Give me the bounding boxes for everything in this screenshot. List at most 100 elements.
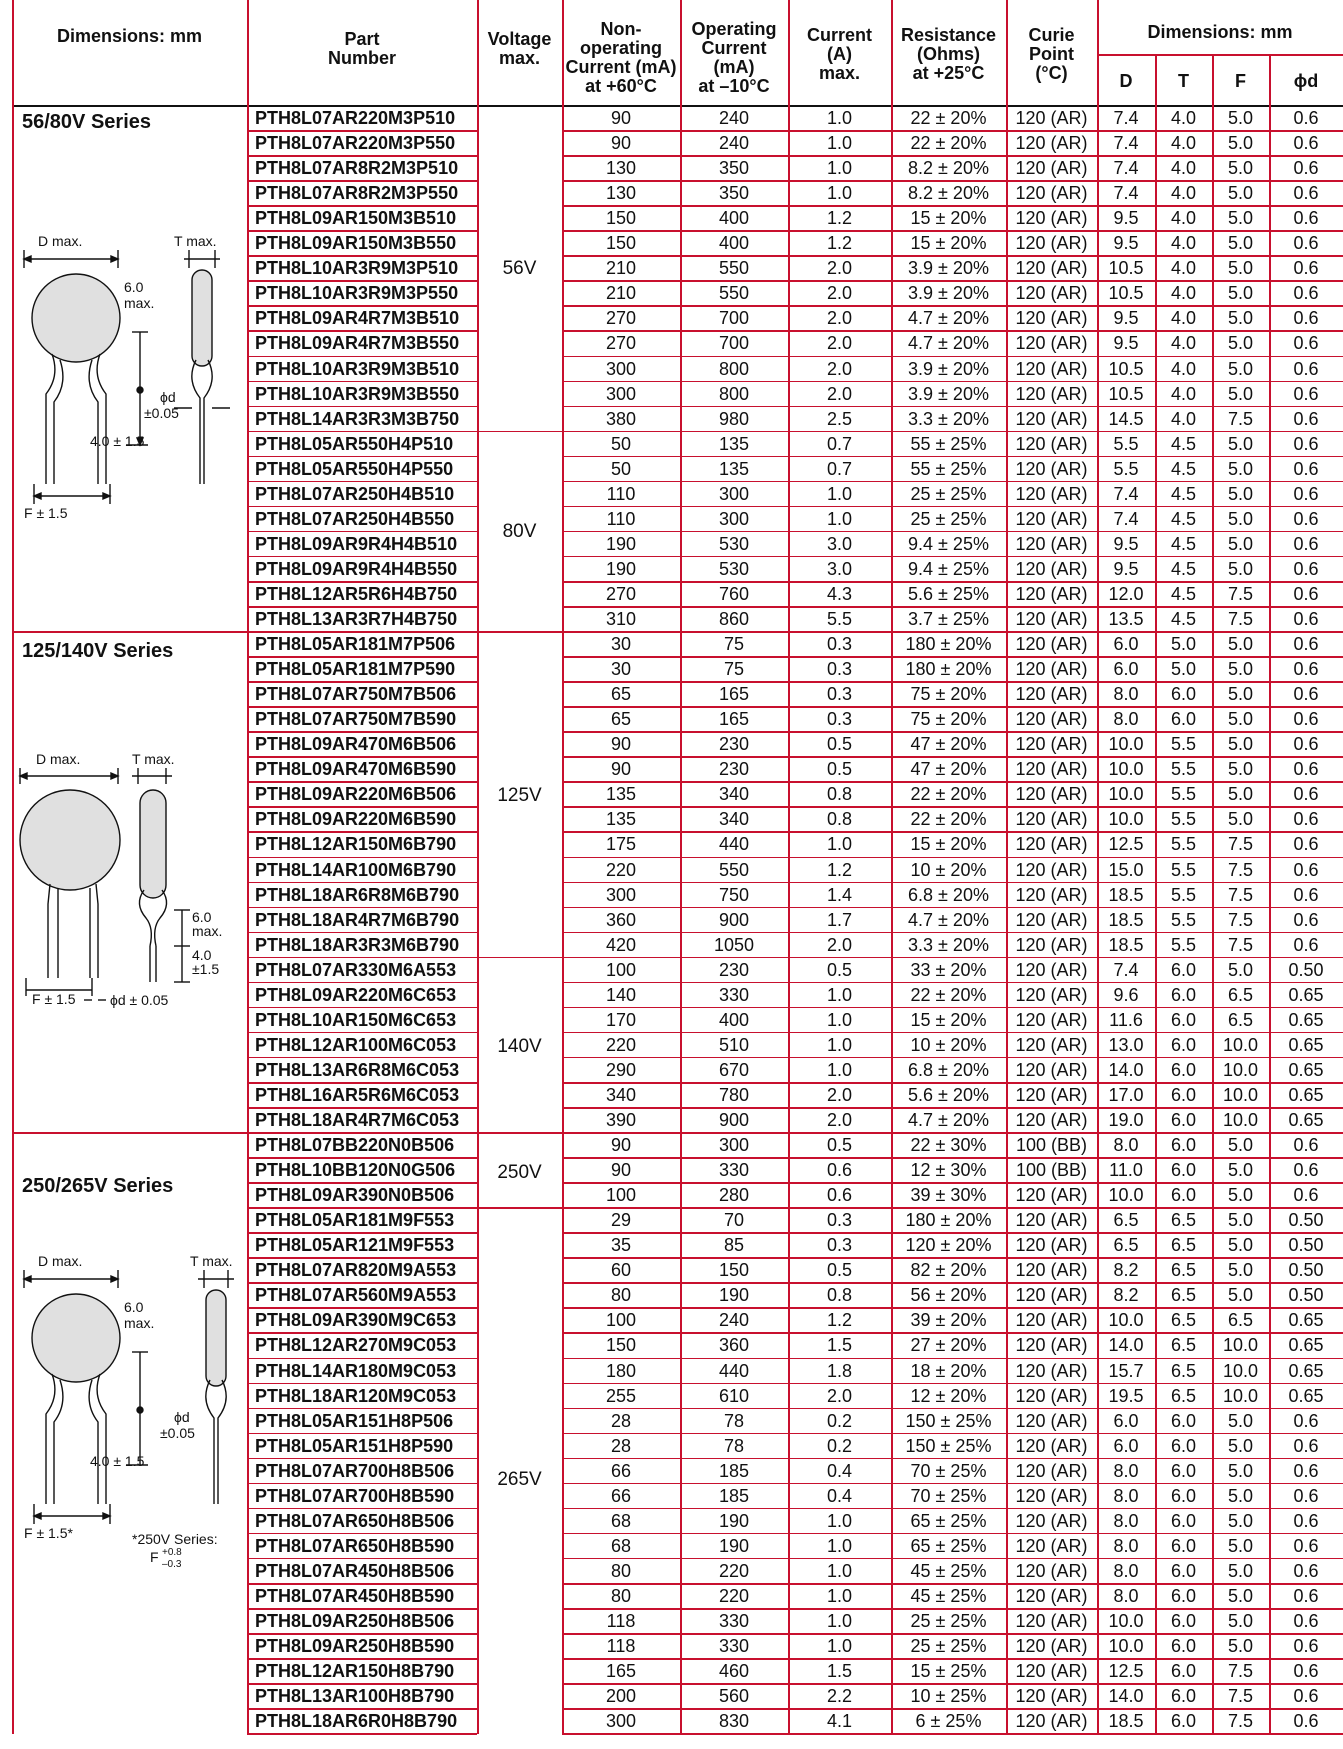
dim-d-cell: 12.0 [1108, 583, 1144, 604]
grid-line [562, 1056, 1343, 1059]
operating-current-cell: 440 [718, 1360, 750, 1381]
dim-t-cell: 4.5 [1170, 558, 1197, 579]
resistance-cell: 15 ± 20% [910, 834, 987, 855]
grid-line [562, 155, 1343, 157]
grid-line [562, 130, 1343, 132]
phid-tol-label: ±0.05 [160, 1425, 195, 1441]
grid-line [247, 430, 477, 433]
dim-f-cell: 10.0 [1222, 1034, 1259, 1055]
dim-f-cell: 5.0 [1227, 183, 1254, 204]
grid-line [562, 530, 1343, 533]
non-operating-current-cell: 68 [610, 1535, 632, 1556]
operating-current-cell: 300 [718, 1135, 750, 1156]
resistance-cell: 180 ± 20% [905, 634, 992, 655]
curie-point-cell: 120 (AR) [1015, 583, 1088, 604]
grid-line [247, 255, 477, 257]
grid-line [12, 105, 1343, 107]
dim-t-cell: 6.0 [1170, 1185, 1197, 1206]
part-number-cell: PTH8L10AR150M6C653 [255, 1009, 457, 1030]
curie-point-cell: 120 (AR) [1015, 1686, 1088, 1707]
part-number-cell: PTH8L09AR220M6B506 [255, 784, 457, 805]
current-cell: 3.0 [826, 558, 853, 579]
grid-line [562, 1107, 1343, 1109]
part-number-cell: PTH8L07AR700H8B590 [255, 1485, 455, 1506]
grid-line [247, 1132, 477, 1134]
dim-f-cell: 5.0 [1227, 558, 1254, 579]
resistance-cell: 47 ± 20% [910, 759, 987, 780]
curie-point-cell: 120 (AR) [1015, 1360, 1088, 1381]
dim-f-cell: 5.0 [1227, 1285, 1254, 1306]
part-number-cell: PTH8L18AR6R0H8B790 [255, 1711, 458, 1732]
part-number-cell: PTH8L09AR390N0B506 [255, 1185, 455, 1206]
phid-label: ϕd [174, 1409, 190, 1425]
curie-point-cell: 120 (AR) [1015, 333, 1088, 354]
dim-d-cell: 18.5 [1108, 884, 1144, 905]
dim-f-cell: 5.0 [1227, 1611, 1254, 1632]
dim-f-cell: 5.0 [1227, 1535, 1254, 1556]
curie-point-cell: 120 (AR) [1015, 809, 1088, 830]
current-cell: 0.8 [826, 1285, 853, 1306]
curie-point-cell: 120 (AR) [1015, 684, 1088, 705]
header-dim-phid: ϕd [1293, 70, 1319, 91]
operating-current-cell: 400 [718, 233, 750, 254]
resistance-cell: 39 ± 30% [910, 1185, 987, 1206]
dim-d-cell: 6.0 [1113, 659, 1139, 680]
grid-line [1212, 54, 1214, 1735]
dim-f-cell: 7.5 [1227, 859, 1254, 880]
curie-point-cell: 120 (AR) [1015, 383, 1088, 404]
dim-t-cell: 4.5 [1170, 609, 1197, 630]
series-label-125-140v: 125/140V Series [22, 640, 174, 662]
non-operating-current-cell: 270 [605, 583, 637, 604]
dim-t-cell: 6.5 [1170, 1360, 1197, 1381]
operating-current-cell: 860 [718, 609, 750, 630]
dimension-diagram-250-265v: D max. T max. 6.0 max. ϕd ±0.05 4.0 ± 1.… [22, 1253, 234, 1570]
part-number-cell: PTH8L18AR4R7M6C053 [255, 1110, 460, 1131]
grid-line [247, 1081, 477, 1084]
non-operating-current-cell: 210 [605, 258, 637, 279]
dim-f-cell: 10.0 [1222, 1059, 1259, 1080]
dim-d-cell: 7.4 [1113, 108, 1139, 129]
grid-line [562, 1457, 1343, 1460]
grid-line [247, 480, 477, 483]
part-number-cell: PTH8L09AR150M3B550 [255, 233, 457, 254]
grid-line [562, 606, 1343, 608]
dim-d-cell: 10.0 [1108, 1185, 1144, 1206]
grid-line [247, 1658, 477, 1660]
non-operating-current-cell: 300 [605, 358, 637, 379]
grid-line [562, 1157, 1343, 1159]
dim-phid-cell: 0.6 [1293, 1711, 1319, 1732]
operating-current-cell: 230 [718, 759, 750, 780]
header-dim-d: D [1119, 70, 1133, 91]
dim-phid-cell: 0.6 [1293, 834, 1319, 855]
grid-line [562, 480, 1343, 483]
curie-point-cell: 120 (AR) [1015, 408, 1088, 429]
part-number-cell: PTH8L12AR150H8B790 [255, 1661, 455, 1682]
dim-phid-cell: 0.6 [1293, 1611, 1319, 1632]
dim-d-cell: 11.0 [1109, 1160, 1143, 1181]
dim-d-cell: 10.5 [1108, 258, 1144, 279]
grid-line [562, 731, 1343, 733]
dim-phid-cell: 0.6 [1293, 909, 1319, 930]
grid-line [562, 555, 1343, 558]
header-line: max. [498, 48, 541, 68]
grid-line [247, 681, 477, 683]
grid-line [562, 806, 1343, 808]
grid-line [562, 906, 1343, 909]
operating-current-cell: 220 [718, 1585, 750, 1606]
dim-t-cell: 5.5 [1170, 759, 1197, 780]
t-max-label: T max. [174, 233, 217, 249]
grid-line [891, 0, 893, 1735]
dim-phid-cell: 0.6 [1293, 1410, 1319, 1431]
resistance-cell: 33 ± 20% [910, 959, 987, 980]
dim-t-cell: 6.0 [1170, 709, 1197, 730]
dim-d-cell: 8.0 [1113, 1585, 1139, 1606]
current-cell: 2.0 [826, 333, 853, 354]
grid-line [562, 1708, 1343, 1710]
dim-t-cell: 6.0 [1170, 1485, 1197, 1506]
dim-phid-cell: 0.6 [1293, 508, 1319, 529]
part-number-cell: PTH8L07AR450H8B506 [255, 1560, 455, 1581]
dim-d-cell: 7.4 [1113, 508, 1139, 529]
non-operating-current-cell: 170 [605, 1009, 637, 1030]
grid-line [247, 180, 477, 182]
dim-f-cell: 10.0 [1222, 1084, 1259, 1105]
